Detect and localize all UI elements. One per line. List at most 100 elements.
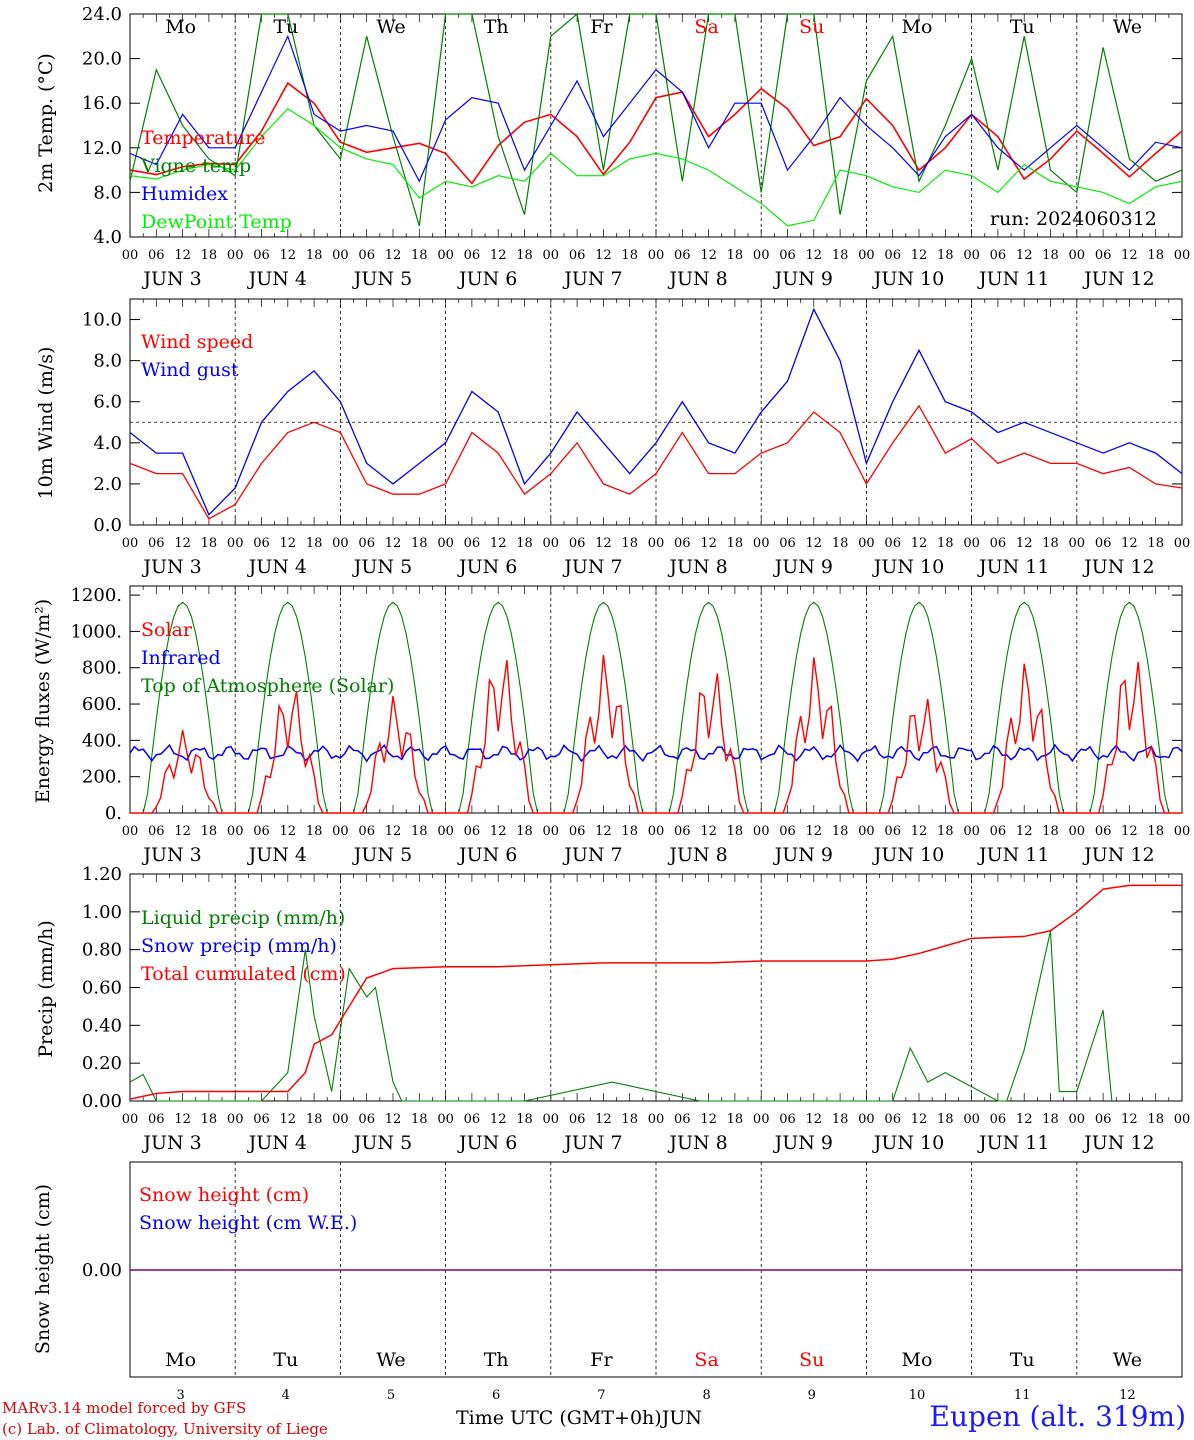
energy-hour-label: 12 [385,824,402,839]
wind-y-tick-label: 8.0 [93,351,122,372]
precip-hour-label: 00 [858,1112,875,1127]
energy-hour-label: 06 [884,824,901,839]
day-name-top: We [1113,16,1142,38]
wind-date-label: JUN 6 [457,556,517,578]
precip-hour-label: 06 [358,1112,375,1127]
temp-hour-label: 06 [1095,248,1112,263]
precip-date-label: JUN 7 [562,1132,622,1154]
energy-hour-label: 00 [753,824,770,839]
wind-hour-label: 00 [858,536,875,551]
temp-hour-label: 18 [516,248,533,263]
wind-hour-label: 00 [227,536,244,551]
wind-y-tick-label: 0.0 [93,515,122,536]
precip-cumulated-line [129,884,1182,1100]
energy-date-label: JUN 10 [872,844,944,866]
energy-hour-label: 18 [201,824,218,839]
legend-infrared: Infrared [141,647,221,669]
wind-hour-label: 12 [911,536,928,551]
precip-hour-label: 00 [437,1112,454,1127]
temp-y-tick-label: 16.0 [82,93,122,114]
legend-toa: Top of Atmosphere (Solar) [141,675,395,697]
precip-y-tick-label: 0.40 [82,1015,122,1036]
wind-series-1 [129,404,1183,520]
temp-date-label: JUN 6 [457,268,517,290]
legend-wind-gust: Wind gust [141,359,239,381]
temp-hour-label: 00 [1069,248,1086,263]
day-name-bottom: Mo [902,1349,933,1371]
precip-date-label: JUN 12 [1082,1132,1154,1154]
temp-hour-label: 18 [937,248,954,263]
temp-date-label: JUN 7 [562,268,622,290]
temp-hour-label: 06 [884,248,901,263]
precip-hour-label: 18 [937,1112,954,1127]
temp-date-label: JUN 4 [247,268,307,290]
energy-hour-label: 00 [858,824,875,839]
wind-date-label: JUN 10 [872,556,944,578]
precip-y-tick-label: 0.60 [82,978,122,999]
wind-date-label: JUN 3 [141,556,201,578]
wind-hour-label: 00 [543,536,560,551]
energy-hour-label: 06 [148,824,165,839]
ylabel-snow: Snow height (cm) [32,1183,54,1355]
temp-hour-label: 12 [1121,248,1138,263]
precip-date-label: JUN 8 [667,1132,727,1154]
legend-liquid-precip: Liquid precip (mm/h) [141,907,346,929]
temp-date-label: JUN 12 [1082,268,1154,290]
energy-hour-label: 00 [1174,824,1191,839]
wind-hour-label: 12 [1121,536,1138,551]
day-name-bottom: Fr [590,1349,613,1371]
precip-hour-label: 06 [884,1112,901,1127]
energy-hour-label: 06 [464,824,481,839]
day-number-bottom: 4 [282,1388,290,1403]
precip-hour-label: 06 [253,1112,270,1127]
wind-hour-label: 12 [1016,536,1033,551]
wind-hour-label: 06 [464,536,481,551]
precip-hour-label: 06 [1095,1112,1112,1127]
day-name-bottom: Mo [165,1349,196,1371]
energy-date-label: JUN 11 [977,844,1049,866]
wind-hour-label: 18 [1147,536,1164,551]
precip-hour-label: 06 [569,1112,586,1127]
wind-hour-label: 00 [753,536,770,551]
precip-date-label: JUN 11 [977,1132,1049,1154]
temp-hour-label: 12 [280,248,297,263]
ylabel-precip: Precip (mm/h) [35,920,57,1058]
precip-y-tick-label: 1.00 [82,902,122,923]
temp-hour-label: 06 [569,248,586,263]
precip-legend: Liquid precip (mm/h) Snow precip (mm/h) … [141,904,346,988]
precip-hour-label: 12 [280,1112,297,1127]
temp-y-tick-label: 24.0 [82,4,122,25]
wind-y-tick-label: 6.0 [93,392,122,413]
temp-series-3 [129,108,1183,227]
day-number-bottom: 11 [1014,1388,1031,1403]
temp-y-tick-label: 8.0 [93,182,122,203]
wind-series-0 [129,307,1183,516]
precip-hour-label: 12 [1016,1112,1033,1127]
energy-date-label: JUN 12 [1082,844,1154,866]
energy-hour-label: 06 [990,824,1007,839]
temp-series-0 [129,81,1183,185]
energy-hour-label: 18 [516,824,533,839]
precip-hour-label: 00 [543,1112,560,1127]
wind-date-label: JUN 11 [977,556,1049,578]
energy-date-label: JUN 4 [247,844,307,866]
precip-hour-label: 06 [779,1112,796,1127]
wind-hour-label: 00 [1174,536,1191,551]
energy-hour-label: 18 [937,824,954,839]
energy-hour-label: 06 [358,824,375,839]
precip-hour-label: 18 [306,1112,323,1127]
wind-hour-label: 00 [122,536,139,551]
precip-hour-label: 18 [727,1112,744,1127]
wind-hour-label: 18 [306,536,323,551]
wind-date-label: JUN 7 [562,556,622,578]
temp-hour-label: 00 [963,248,980,263]
wind-date-label: JUN 9 [773,556,833,578]
precip-hour-label: 00 [227,1112,244,1127]
wind-hour-label: 06 [884,536,901,551]
energy-hour-label: 00 [122,824,139,839]
energy-hour-label: 00 [1069,824,1086,839]
wind-legend: Wind speed Wind gust [141,328,253,384]
precip-hour-label: 18 [1042,1112,1059,1127]
wind-hour-label: 18 [1042,536,1059,551]
energy-hour-label: 00 [543,824,560,839]
